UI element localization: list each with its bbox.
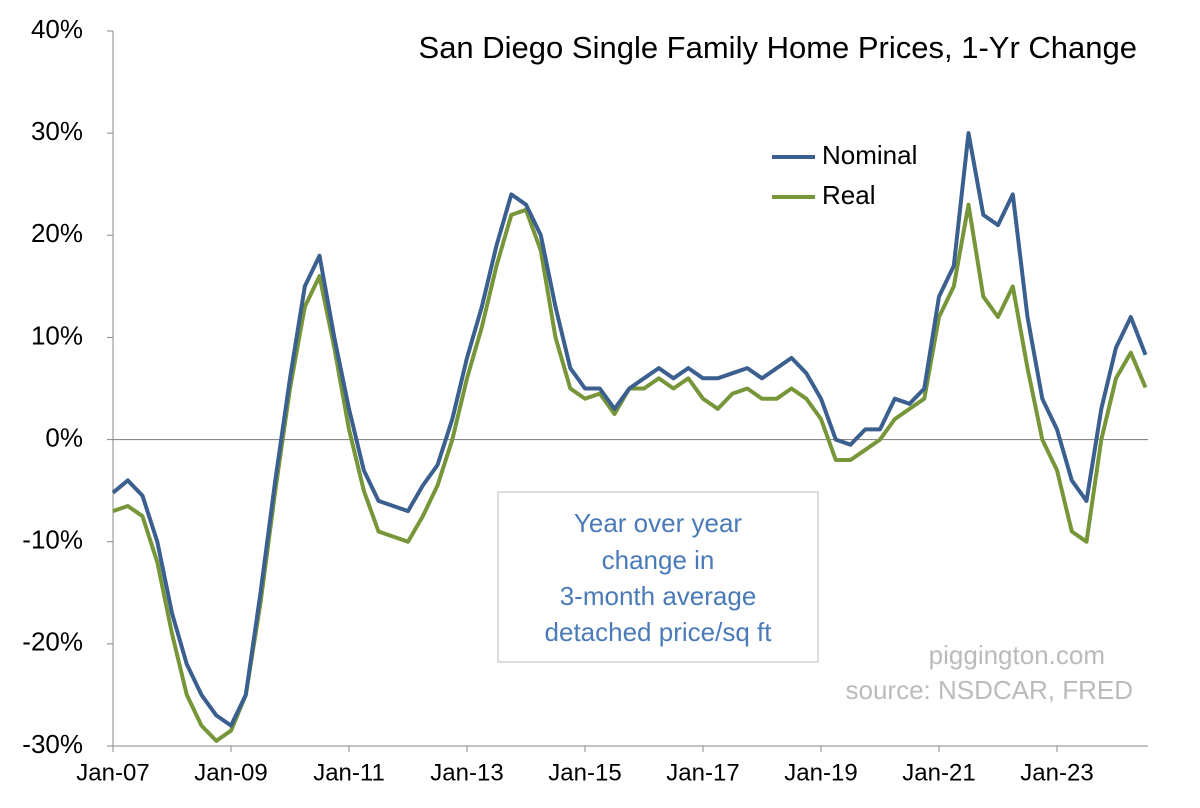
y-tick-label: -20%: [22, 627, 83, 657]
x-tick-label: Jan-13: [430, 759, 503, 786]
watermark: source: NSDCAR, FRED: [846, 675, 1134, 705]
y-tick-label: -10%: [22, 525, 83, 555]
annotation: 3-month average: [560, 581, 757, 611]
x-tick-label: Jan-23: [1020, 759, 1093, 786]
annotation-box: [497, 491, 819, 663]
legend-label: Nominal: [822, 140, 917, 170]
chart-title: San Diego Single Family Home Prices, 1-Y…: [419, 30, 1137, 65]
annotation: Year over year: [574, 508, 742, 538]
x-tick-label: Jan-07: [76, 759, 149, 786]
y-tick-label: 10%: [31, 320, 83, 350]
line-series: [111, 131, 1148, 728]
annotation: detached price/sq ft: [545, 617, 773, 647]
x-tick-label: Jan-09: [194, 759, 267, 786]
legend-label: Real: [822, 180, 875, 210]
y-tick-label: -30%: [22, 729, 83, 759]
y-tick-label: 20%: [31, 218, 83, 248]
x-tick-label: Jan-19: [784, 759, 857, 786]
annotation: change in: [602, 545, 715, 575]
x-tick-label: Jan-17: [666, 759, 739, 786]
x-tick-label: Jan-21: [902, 759, 975, 786]
y-tick-label: 0%: [45, 422, 83, 452]
y-tick-label: 30%: [31, 116, 83, 146]
y-tick-label: 40%: [31, 14, 83, 44]
x-tick-label: Jan-11: [313, 759, 385, 786]
watermark: piggington.com: [929, 640, 1105, 670]
x-tick-label: Jan-15: [548, 759, 621, 786]
